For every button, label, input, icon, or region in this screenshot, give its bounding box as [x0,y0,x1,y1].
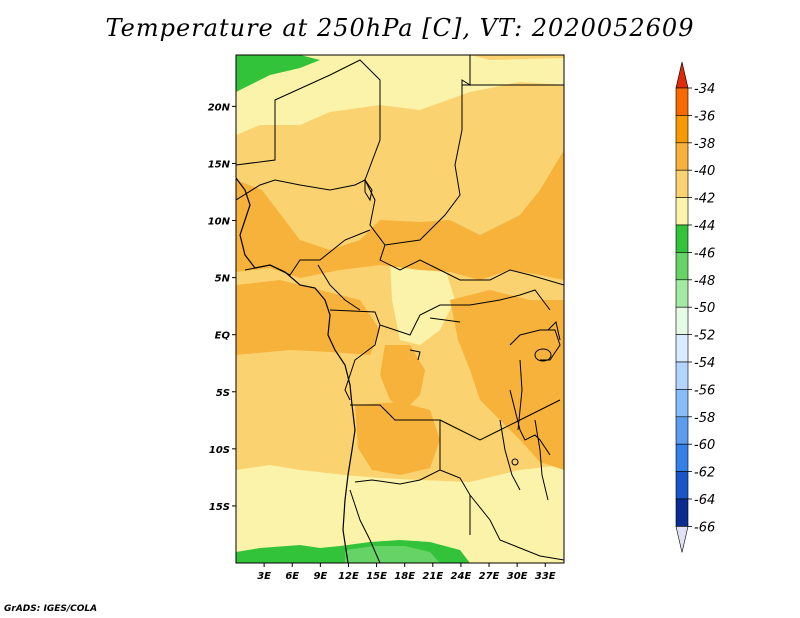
map-border [235,54,565,564]
lat-label: 10N [208,217,231,228]
colorbar-cell [675,115,689,144]
lat-label: 5N [215,274,231,285]
lon-axis: 3E 6E 9E 12E 15E 18E 21E 24E 27E 30E 33E [257,563,556,582]
colorbar-label: -56 [694,383,715,398]
temp-band-orange-congo [380,345,425,410]
temp-band-green-north [236,55,320,92]
colorbar-label: -42 [694,192,715,207]
colorbar-cell [675,252,689,281]
lat-label: 10S [209,445,230,456]
colorbar-cell [675,389,689,418]
colorbar-label: -36 [694,109,715,124]
lat-label: 15N [208,159,231,170]
temp-band-pale-north [236,55,564,135]
colorbar: -34 -36 -38 -40 -42 -44 -46 -48 -50 -52 -54 -56 -58 -… [675,61,715,553]
colorbar-cell [675,416,689,445]
colorbar-cell [675,279,689,308]
lat-label: 15S [209,502,230,513]
colorbar-label: -50 [694,301,715,316]
colorbar-cell [675,142,689,171]
lon-label: 30E [507,571,528,582]
colorbar-bottom-arrow [675,526,689,553]
lakes [364,178,552,501]
colorbar-label: -40 [694,164,715,179]
grads-credit: GrADS: IGES/COLA [4,604,98,614]
colorbar-label: -38 [694,137,715,152]
colorbar-label: -58 [694,411,715,426]
colorbar-top-arrow [675,61,689,89]
colorbar-cell [675,498,689,527]
colorbar-cell [675,361,689,390]
lat-axis: 20N 15N 10N 5N EQ 5S 10S 15S [208,102,236,513]
temp-band-pale-sw [236,465,564,512]
lat-label: EQ [215,331,231,342]
lon-label: 24E [451,571,472,582]
colorbar-cell [675,197,689,226]
temp-band-pale-center [390,250,455,345]
lat-label: 20N [208,102,231,113]
lon-label: 21E [422,571,443,582]
lon-label: 3E [257,571,271,582]
colorbar-cell [675,443,689,472]
colorbar-cell [675,224,689,253]
colorbar-label: -54 [694,356,715,371]
colorbar-label: -64 [694,493,715,508]
colorbar-cell [675,87,689,116]
colorbar-cell [675,169,689,198]
colorbar-cell [675,306,689,335]
colorbar-label: -48 [694,274,715,289]
colorbar-cell [675,334,689,363]
colorbar-label: -46 [694,246,715,261]
colorbar-label: -66 [694,520,715,535]
lon-label: 18E [394,571,415,582]
colorbar-cell [675,471,689,500]
lon-label: 9E [313,571,327,582]
colorbar-label: -34 [694,82,715,97]
colorbar-label: -62 [694,466,715,481]
lon-label: 33E [535,571,556,582]
lon-label: 12E [338,571,359,582]
lon-label: 27E [479,571,500,582]
lon-label: 6E [285,571,299,582]
colorbar-label: -44 [694,219,715,234]
temp-band-pale-south [236,490,564,563]
temp-band-orange-sahel [236,150,564,280]
map-panel [235,54,565,564]
coastline [236,177,356,563]
map-title: Temperature at 250hPa [C], VT: 202005260… [105,14,695,42]
colorbar-label: -52 [694,329,715,344]
lat-label: 5S [216,388,230,399]
colorbar-label: -60 [694,438,715,453]
lon-label: 15E [366,571,387,582]
temp-band-lightgreen-south [345,546,440,563]
